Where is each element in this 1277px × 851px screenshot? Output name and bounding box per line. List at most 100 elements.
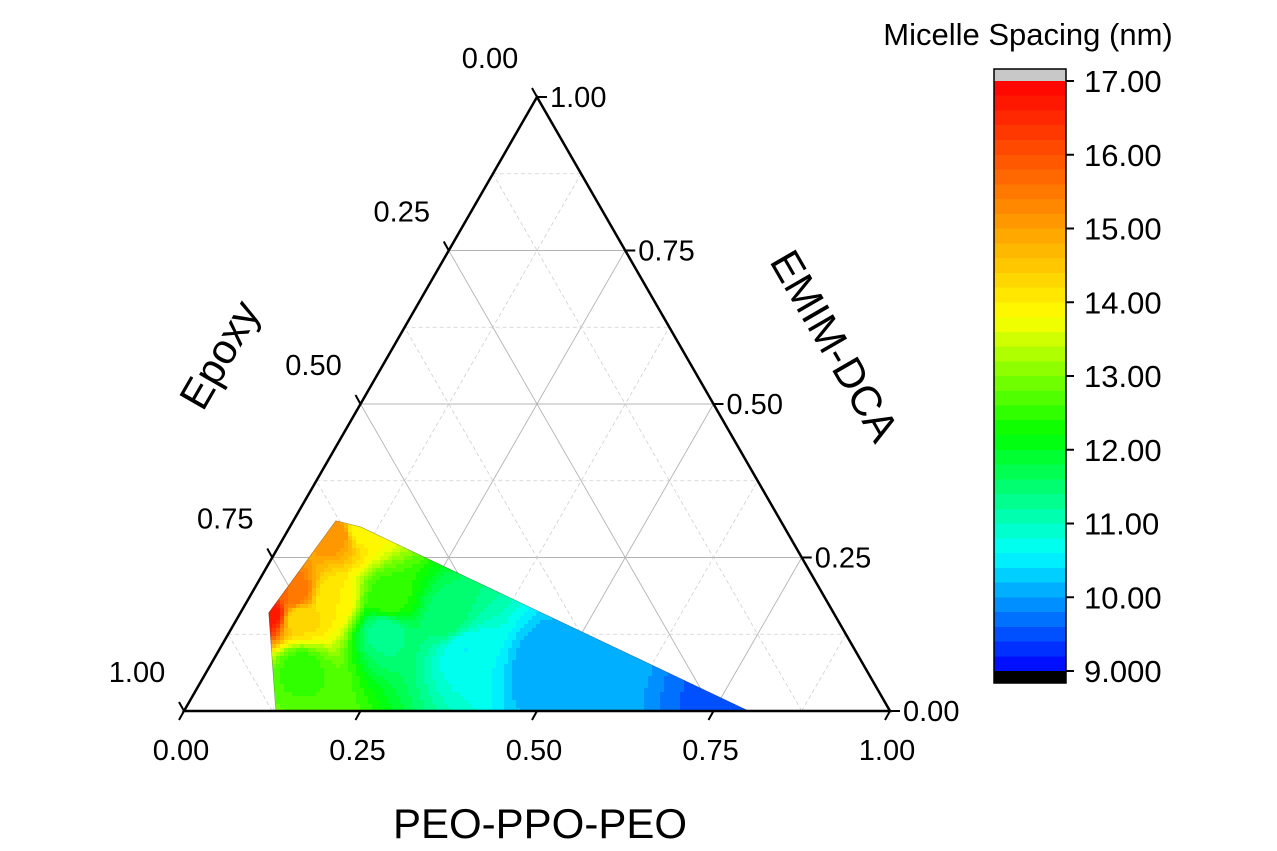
contour-cell — [492, 640, 497, 645]
contour-cell — [352, 520, 357, 525]
contour-cell — [284, 652, 289, 657]
contour-cell — [680, 664, 685, 669]
contour-cell — [340, 588, 345, 593]
contour-cell — [312, 612, 317, 617]
contour-cell — [720, 672, 725, 677]
contour-cell — [408, 660, 413, 665]
contour-cell — [732, 648, 737, 653]
contour-cell — [576, 532, 581, 537]
contour-cell — [724, 564, 729, 569]
contour-cell — [388, 652, 393, 657]
contour-cell — [544, 604, 549, 609]
contour-cell — [508, 608, 513, 613]
contour-cell — [640, 556, 645, 561]
contour-cell — [296, 584, 301, 589]
contour-cell — [732, 564, 737, 569]
contour-cell — [656, 540, 661, 545]
contour-cell — [580, 528, 585, 533]
contour-cell — [740, 552, 745, 557]
contour-cell — [324, 548, 329, 553]
contour-cell — [736, 536, 741, 541]
contour-cell — [408, 556, 413, 561]
contour-cell — [488, 664, 493, 669]
contour-cell — [716, 540, 721, 545]
contour-cell — [292, 664, 297, 669]
contour-cell — [364, 596, 369, 601]
contour-cell — [680, 520, 685, 525]
contour-cell — [620, 620, 625, 625]
contour-cell — [460, 560, 465, 565]
contour-cell — [268, 568, 273, 573]
contour-cell — [396, 652, 401, 657]
contour-cell — [500, 612, 505, 617]
contour-cell — [604, 532, 609, 537]
contour-cell — [492, 628, 497, 633]
contour-cell — [360, 636, 365, 641]
contour-cell — [664, 672, 669, 677]
contour-cell — [292, 528, 297, 533]
contour-cell — [748, 524, 749, 529]
contour-cell — [452, 628, 457, 633]
contour-cell — [644, 612, 649, 617]
contour-cell — [552, 580, 557, 585]
contour-cell — [396, 632, 401, 637]
contour-cell — [424, 528, 429, 533]
contour-cell — [368, 600, 373, 605]
contour-cell — [668, 664, 673, 669]
contour-cell — [416, 624, 421, 629]
contour-cell — [332, 536, 337, 541]
contour-cell — [628, 596, 633, 601]
contour-cell — [332, 600, 337, 605]
contour-cell — [264, 660, 269, 665]
contour-cell — [416, 568, 421, 573]
contour-cell — [584, 668, 589, 673]
contour-cell — [388, 632, 393, 637]
contour-cell — [420, 648, 425, 653]
contour-cell — [496, 636, 501, 641]
contour-cell — [560, 548, 565, 553]
contour-cell — [320, 636, 325, 641]
contour-cell — [280, 620, 285, 625]
contour-cell — [280, 640, 285, 645]
contour-cell — [404, 632, 409, 637]
contour-cell — [436, 556, 441, 561]
contour-cell — [500, 644, 505, 649]
contour-cell — [692, 624, 697, 629]
contour-cell — [520, 556, 525, 561]
contour-cell — [408, 580, 413, 585]
contour-cell — [288, 636, 293, 641]
contour-cell — [468, 640, 473, 645]
contour-cell — [348, 648, 353, 653]
contour-cell — [420, 592, 425, 597]
contour-cell — [264, 648, 269, 653]
contour-cell — [428, 548, 433, 553]
contour-cell — [268, 592, 273, 597]
contour-cell — [360, 540, 365, 545]
contour-cell — [348, 524, 353, 529]
contour-cell — [424, 532, 429, 537]
contour-cell — [472, 676, 477, 681]
contour-cell — [684, 532, 689, 537]
contour-cell — [488, 636, 493, 641]
contour-cell — [548, 564, 553, 569]
contour-cell — [412, 656, 417, 661]
contour-cell — [532, 572, 537, 577]
contour-cell — [544, 520, 549, 525]
contour-cell — [680, 600, 685, 605]
contour-cell — [428, 588, 433, 593]
contour-cell — [656, 636, 661, 641]
contour-cell — [540, 636, 545, 641]
contour-cell — [528, 548, 533, 553]
contour-cell — [576, 616, 581, 621]
contour-cell — [704, 596, 709, 601]
contour-cell — [608, 588, 613, 593]
contour-cell — [556, 656, 561, 661]
contour-cell — [432, 660, 437, 665]
contour-cell — [396, 624, 401, 629]
contour-cell — [292, 560, 297, 565]
contour-cell — [412, 516, 417, 521]
contour-cell — [400, 636, 405, 641]
contour-cell — [284, 664, 289, 669]
contour-cell — [428, 592, 433, 597]
contour-cell — [500, 648, 505, 653]
